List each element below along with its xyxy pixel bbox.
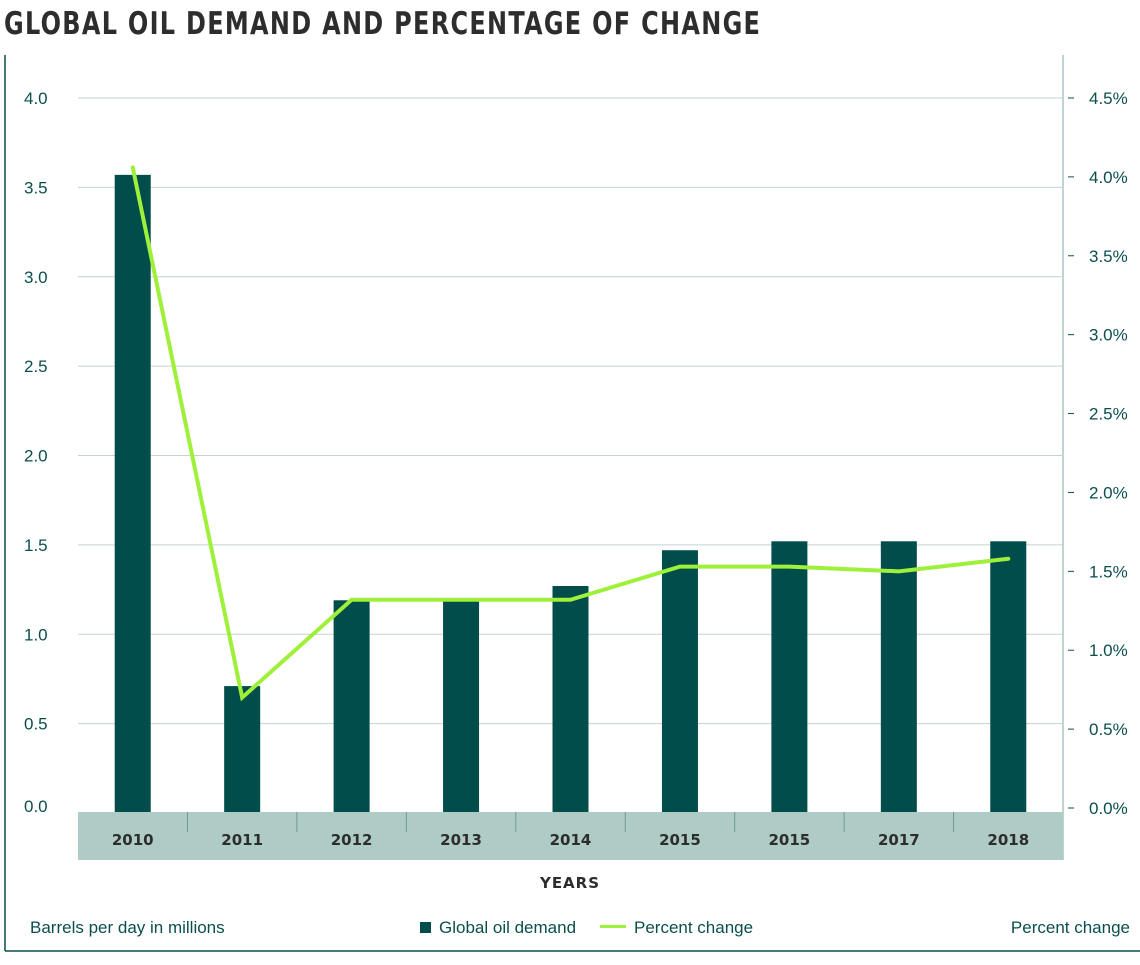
category-label: 2015	[769, 831, 811, 849]
category-band	[78, 812, 1063, 860]
left-tick-label: 2.0	[24, 447, 48, 466]
right-tick-label: 0.0%	[1089, 799, 1128, 818]
legend-swatch-line	[600, 925, 626, 928]
right-tick-label: 2.5%	[1089, 405, 1128, 424]
category-label: 2018	[987, 831, 1029, 849]
left-tick-label: 4.0	[24, 89, 48, 108]
bar	[771, 541, 808, 812]
right-tick-label: 2.0%	[1089, 483, 1128, 502]
right-tick-label: 0.5%	[1089, 720, 1128, 739]
bar	[114, 174, 151, 813]
right-tick-label: 1.0%	[1089, 641, 1128, 660]
legend-swatch-bar	[420, 922, 431, 933]
left-axis-label: Barrels per day in millions	[30, 918, 225, 937]
x-axis-label: YEARS	[539, 874, 601, 892]
bar	[552, 585, 589, 812]
legend-label-line: Percent change	[634, 918, 754, 937]
left-tick-label: 2.5	[24, 357, 48, 376]
bar	[443, 600, 480, 812]
right-axis-label: Percent change	[1010, 918, 1130, 937]
right-tick-label: 1.5%	[1089, 562, 1128, 581]
left-tick-label: 0.5	[24, 715, 48, 734]
right-tick-label: 3.0%	[1089, 326, 1128, 345]
category-label: 2011	[221, 831, 263, 849]
legend-item-bar: Global oil demand	[420, 918, 576, 938]
bar	[990, 541, 1027, 812]
category-label: 2010	[112, 831, 154, 849]
category-label: 2014	[550, 831, 592, 849]
bar	[880, 541, 917, 812]
left-tick-label: 3.0	[24, 268, 48, 287]
left-tick-label: 0.0	[24, 797, 48, 816]
bar	[661, 550, 698, 812]
left-tick-label: 3.5	[24, 178, 48, 197]
category-label: 2017	[878, 831, 920, 849]
legend-item-line: Percent change	[600, 918, 753, 938]
left-tick-label: 1.0	[24, 625, 48, 644]
legend-label-bar: Global oil demand	[439, 918, 577, 937]
category-label: 2012	[331, 831, 373, 849]
category-label: 2013	[440, 831, 482, 849]
chart-title: GLOBAL OIL DEMAND AND PERCENTAGE OF CHAN…	[4, 6, 762, 42]
left-tick-label: 1.5	[24, 536, 48, 555]
category-label: 2015	[659, 831, 701, 849]
bar	[224, 686, 261, 812]
right-tick-label: 4.5%	[1089, 89, 1128, 108]
right-tick-label: 3.5%	[1089, 247, 1128, 266]
right-tick-label: 4.0%	[1089, 168, 1128, 187]
bar	[333, 600, 370, 812]
